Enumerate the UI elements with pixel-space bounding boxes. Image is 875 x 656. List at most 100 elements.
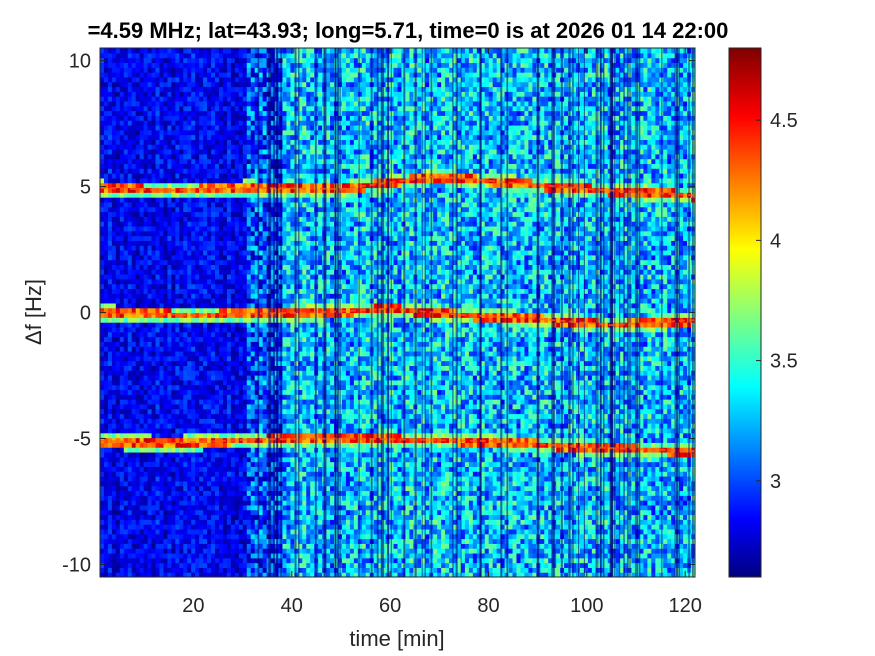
heatmap-cell [151,230,157,237]
heatmap-cell [258,235,264,241]
heatmap-cell [246,230,252,237]
heatmap-cell [258,543,264,549]
heatmap-cell [226,336,232,342]
heatmap-cell [191,456,196,463]
heatmap-cell [219,259,224,266]
heatmap-cell [107,105,113,112]
heatmap-cell [151,283,157,290]
heatmap-cell [187,562,192,568]
heatmap-cell [100,413,105,419]
heatmap-cell [147,461,153,467]
heatmap-cell [100,197,105,203]
heatmap-cell [211,384,216,391]
heatmap-cell [119,350,125,357]
heatmap-cell [155,298,161,304]
heatmap-cell [155,528,161,535]
heatmap-cell [195,408,200,415]
heatmap-cell [115,177,121,184]
heatmap-cell [143,298,149,304]
heatmap-cell [258,120,264,126]
heatmap-cell [211,341,216,347]
heatmap-cell [167,384,172,391]
heatmap-cell [115,413,121,419]
heatmap-cell [175,509,180,516]
heatmap-cell [203,148,208,155]
heatmap-cell [103,408,109,415]
heatmap-cell [254,528,260,535]
heatmap-cell [211,509,216,516]
heatmap-cell [250,100,256,107]
heatmap-cell [203,72,208,78]
heatmap-cell [234,62,240,68]
heatmap-cell [155,148,161,155]
heatmap-cell [147,451,153,458]
heatmap-cell [258,182,264,189]
heatmap-cell [203,144,208,150]
heatmap-cell [203,173,208,179]
heatmap-cell [191,91,196,97]
heatmap-cell [230,230,236,237]
heatmap-cell [238,221,244,227]
heatmap-cell [219,360,224,366]
heatmap-cell [199,115,204,121]
heatmap-cell [175,379,180,386]
heatmap-cell [179,235,184,241]
heatmap-cell [147,254,153,261]
heatmap-cell [187,120,192,126]
heatmap-cell [242,543,248,549]
heatmap-cell [123,572,129,577]
heatmap-cell [254,427,260,434]
heatmap-cell [131,408,137,415]
heatmap-cell [143,211,149,217]
heatmap-cell [119,211,125,217]
heatmap-cell [100,110,105,116]
heatmap-cell [238,485,244,492]
heatmap-cell [242,331,248,338]
heatmap-cell [135,173,141,179]
heatmap-cell [222,96,228,102]
heatmap-cell [111,355,117,362]
heatmap-cell [262,341,268,347]
heatmap-cell [159,524,165,530]
heatmap-cell [111,230,117,237]
heatmap-cell [127,225,133,232]
heatmap-cell [238,120,244,126]
heatmap-cell [131,514,137,520]
heatmap-cell [167,552,172,559]
heatmap-cell [215,437,220,443]
heatmap-cell [250,466,256,472]
heatmap-cell [199,365,204,371]
heatmap-cell [179,317,184,323]
heatmap-cell [238,360,244,366]
heatmap-cell [107,67,113,73]
heatmap-cell [234,302,240,309]
heatmap-cell [234,96,240,102]
heatmap-cell [100,62,105,68]
heatmap-cell [187,235,192,241]
heatmap-cell [155,370,161,376]
heatmap-cell [163,211,169,217]
heatmap-cell [215,471,220,477]
heatmap-cell [246,533,252,540]
heatmap-cell [203,355,208,362]
heatmap-cell [211,456,216,463]
heatmap-cell [115,326,121,333]
heatmap-cell [195,384,200,391]
heatmap-cell [159,67,165,73]
heatmap-cell [123,201,129,208]
heatmap-cell [119,427,125,434]
heatmap-cell [115,317,121,323]
heatmap-cell [151,346,157,352]
heatmap-cell [215,379,220,386]
heatmap-cell [219,139,224,145]
heatmap-cell [226,283,232,290]
heatmap-cell [211,163,216,169]
heatmap-cell [179,57,184,64]
heatmap-cell [163,322,169,328]
heatmap-cell [127,423,133,429]
heatmap-cell [203,490,208,496]
heatmap-cell [234,177,240,184]
heatmap-cell [211,418,216,424]
heatmap-cell [250,148,256,155]
heatmap-cell [123,413,129,419]
